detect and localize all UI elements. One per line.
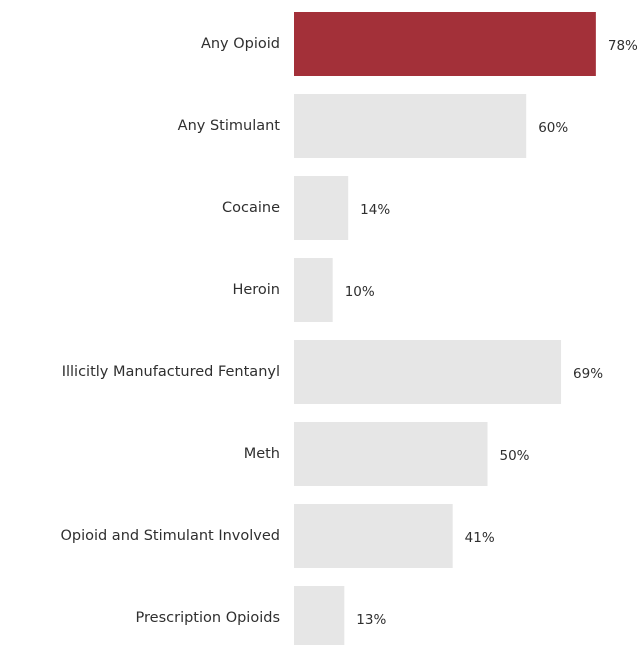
value-label-4: 69% — [573, 366, 603, 382]
category-label-7: Prescription Opioids — [136, 610, 280, 626]
bar-4 — [294, 340, 562, 404]
category-label-1: Any Stimulant — [178, 118, 281, 134]
bar-0 — [294, 12, 596, 76]
category-label-2: Cocaine — [222, 200, 280, 216]
value-label-6: 41% — [465, 530, 495, 546]
value-label-7: 13% — [356, 612, 386, 628]
value-label-2: 14% — [360, 202, 390, 218]
category-labels-group: Any Opioid Any Stimulant Cocaine Heroin Illi… — [60, 36, 280, 626]
bar-7 — [294, 586, 345, 645]
bars-group — [294, 12, 596, 645]
category-label-3: Heroin — [232, 282, 280, 298]
value-label-0: 78% — [608, 38, 637, 54]
bar-1 — [294, 94, 527, 158]
bar-2 — [294, 176, 349, 240]
category-label-4: Illicitly Manufactured Fentanyl — [62, 364, 280, 380]
bar-6 — [294, 504, 453, 568]
value-label-5: 50% — [500, 448, 530, 464]
value-label-1: 60% — [538, 120, 568, 136]
value-label-3: 10% — [345, 284, 375, 300]
category-label-6: Opioid and Stimulant Involved — [60, 528, 280, 544]
category-label-0: Any Opioid — [201, 36, 280, 52]
category-label-5: Meth — [244, 446, 280, 462]
bar-3 — [294, 258, 333, 322]
value-labels-group: 78% 60% 14% 10% 69% 50% 41% 13% — [345, 38, 637, 628]
bar-5 — [294, 422, 488, 486]
